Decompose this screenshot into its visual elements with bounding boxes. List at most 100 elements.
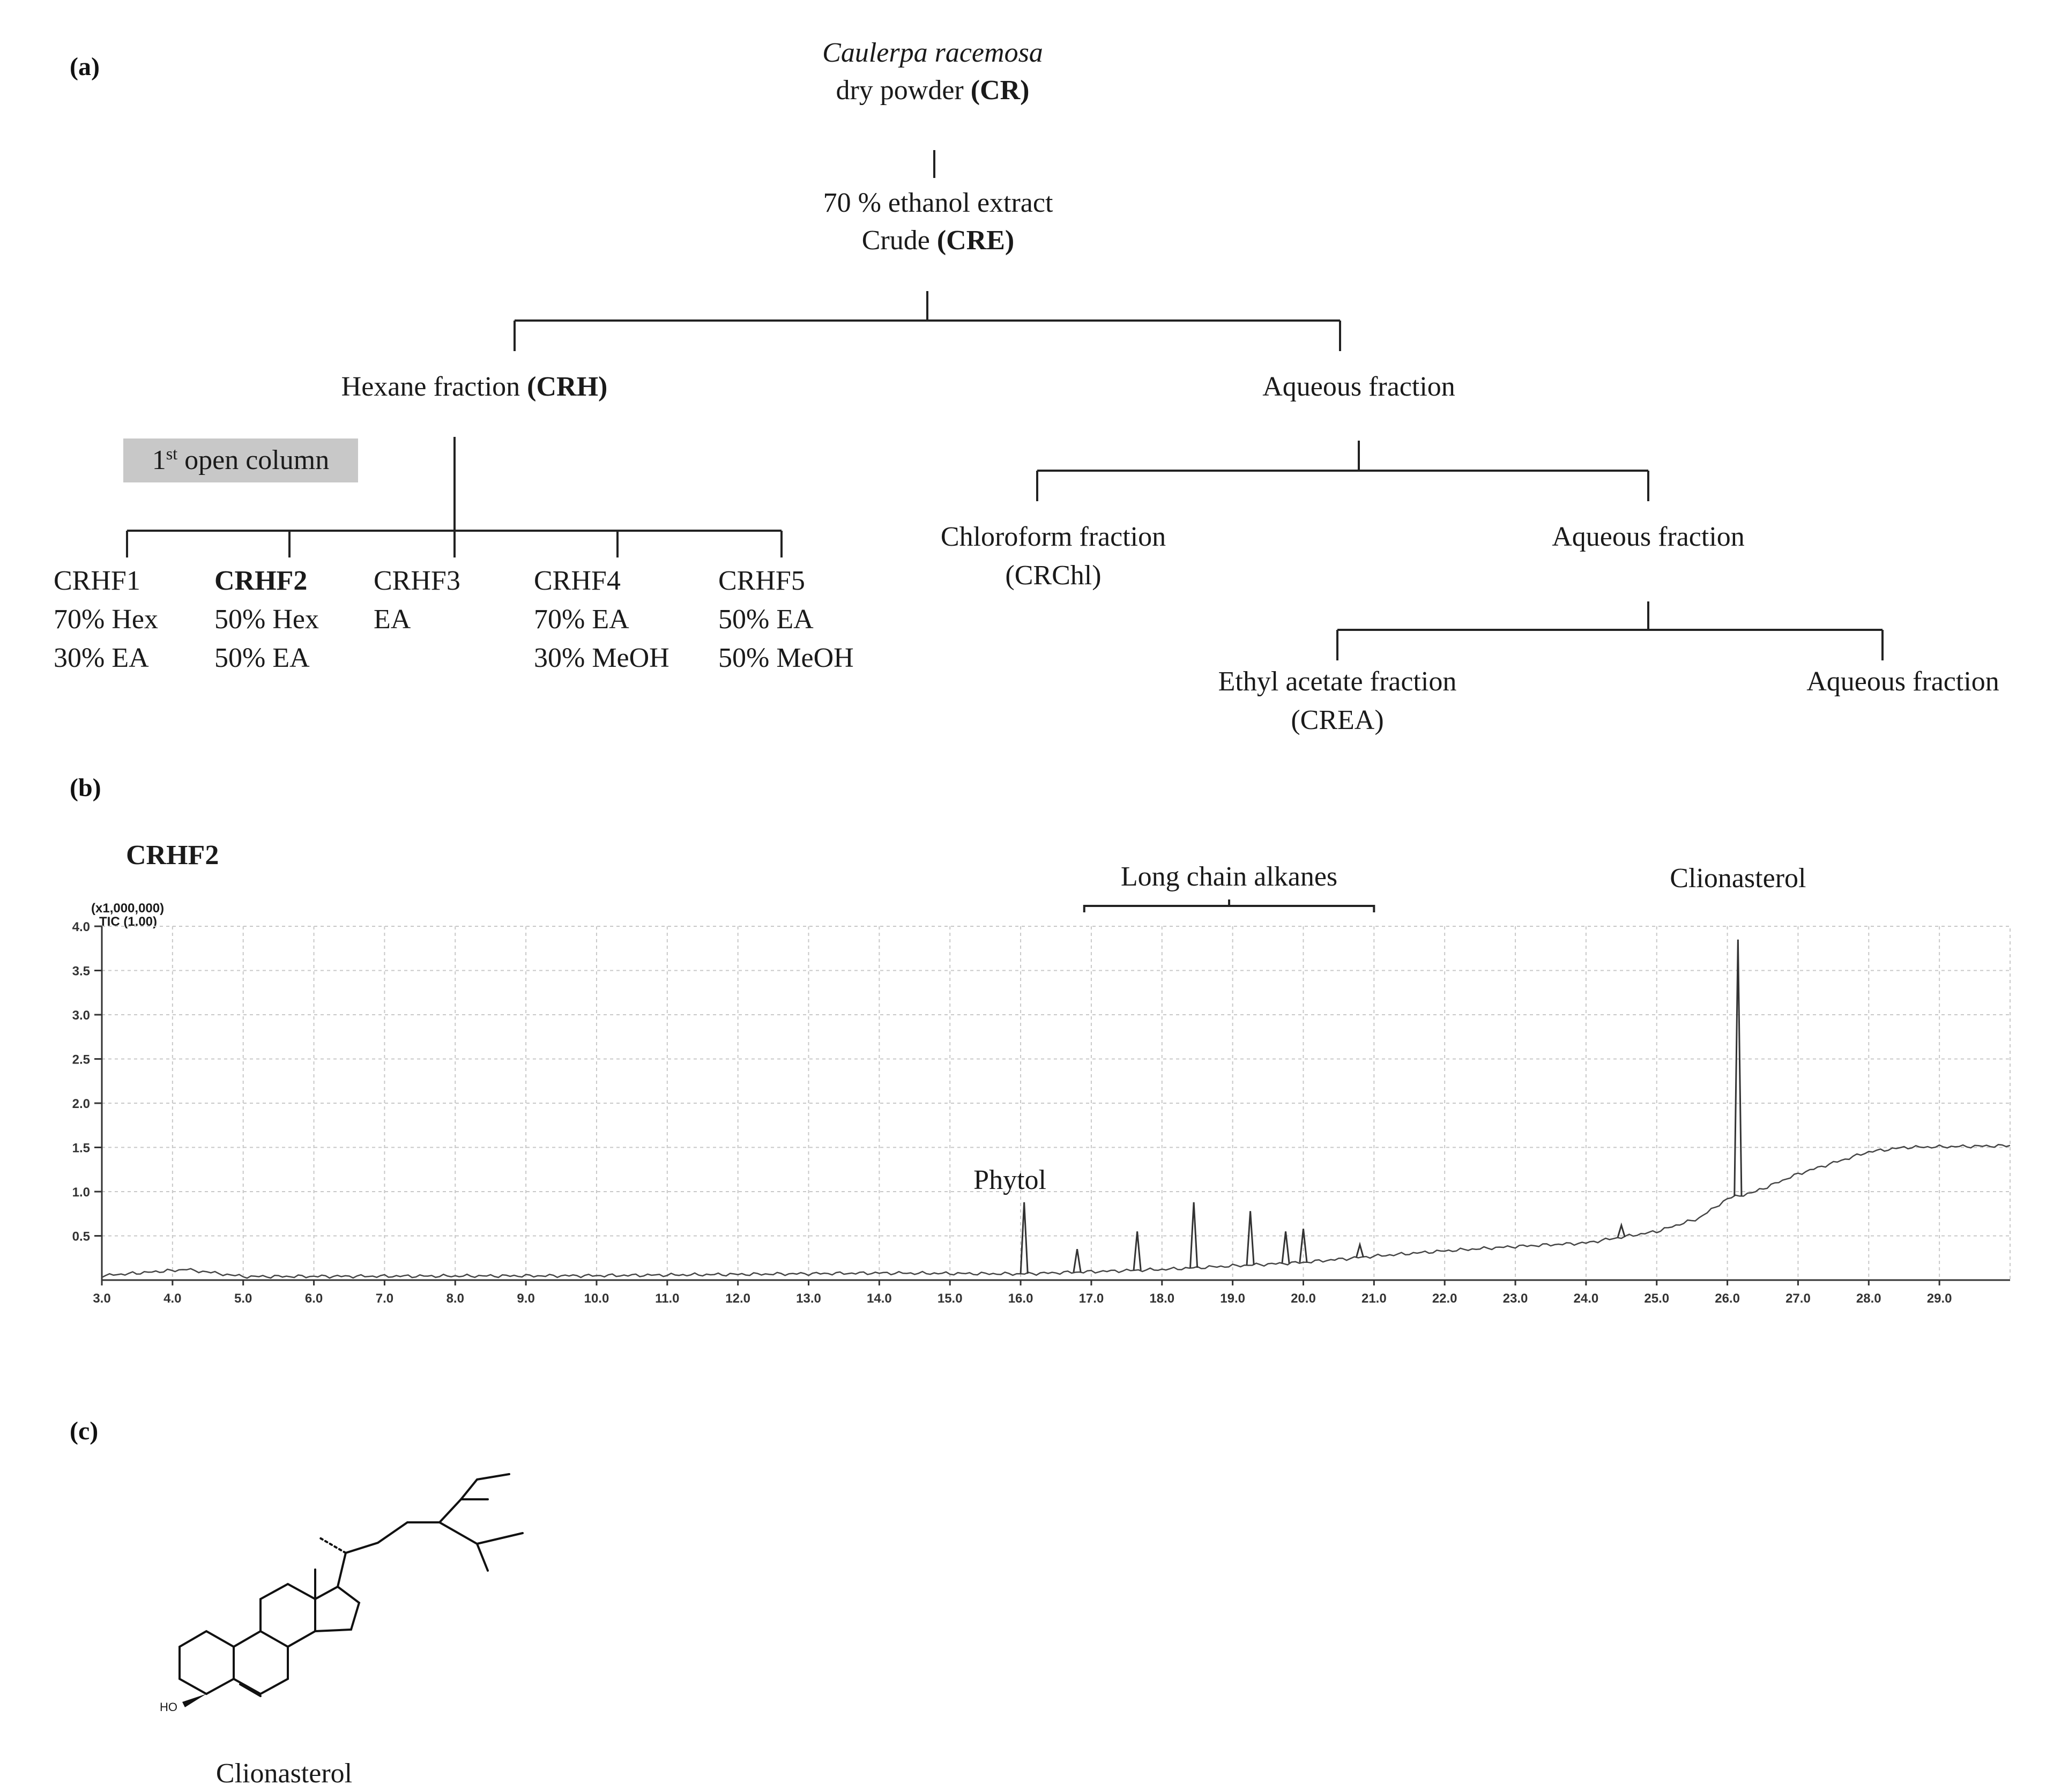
subfraction-solvent-2: 30% EA [54,643,149,673]
chromatogram-peak [1281,1231,1290,1263]
ring-b [233,1630,289,1696]
connector-cre-split [514,291,1341,351]
connector-hexane-subfractions [126,437,783,557]
x-tick-label: 10.0 [584,1291,609,1306]
chart-title: CRHF2 [126,840,219,871]
compound-name: Clionasterol [216,1758,352,1789]
subfraction-name: CRHF2 [214,566,307,596]
subfraction-crhf4: CRHF4 70% EA 30% MeOH [534,566,669,673]
connector-aqueous-split [1036,441,1649,501]
hydroxyl-label: HO [160,1700,177,1714]
y-tick-label: 2.5 [72,1053,90,1067]
open-column-box [123,438,358,482]
subfraction-crhf1: CRHF1 70% Hex 30% EA [54,566,158,673]
y-tick-label: 2.0 [72,1097,90,1111]
ethyl-branch [460,1473,510,1500]
subfraction-name: CRHF5 [718,566,805,596]
annotation-clionasterol: Clionasterol [1670,863,1806,894]
y-multiplier-label: (x1,000,000) [91,901,164,916]
subfraction-solvent-2: 30% MeOH [534,643,669,673]
subfraction-solvent-1: 50% EA [718,604,814,635]
flowchart: Caulerpa racemosa dry powder (CR) 70 % e… [54,38,1999,735]
x-tick-label: 9.0 [517,1291,534,1306]
chromatogram-peak [1133,1231,1142,1270]
wedge-bond [182,1694,206,1707]
source-species: Caulerpa racemosa [822,38,1043,68]
chromatogram-peak [1020,1202,1029,1274]
chromatogram: 3.0 4.0 5.0 6.0 7.0 8.0 9.0 10.0 11.0 12.0 13.0 14.… [72,861,2011,1306]
x-tick-label: 26.0 [1715,1291,1740,1306]
chromatogram-peak [1189,1202,1199,1268]
y-tick-label: 3.0 [72,1008,90,1023]
panel-label-c: (c) [70,1417,98,1445]
annotation-phytol: Phytol [973,1165,1046,1195]
clionasterol-structure: HO [160,1473,524,1714]
y-tick-label: 3.5 [72,964,90,979]
extract-crude: Crude (CRE) [862,225,1015,256]
x-tick-label: 14.0 [867,1291,892,1306]
subfraction-solvent-1: EA [374,604,411,635]
subfraction-name: CRHF3 [374,566,460,596]
chromatogram-peak [1617,1222,1626,1238]
isopropyl [438,1521,524,1572]
y-tick-label: 1.5 [72,1141,90,1156]
y-tick-label: 1.0 [72,1185,90,1200]
double-bond [239,1683,262,1697]
axes: 3.0 4.0 5.0 6.0 7.0 8.0 9.0 10.0 11.0 12.0 13.0 14.… [72,920,2010,1306]
source-label: dry powder (CR) [836,75,1029,106]
alkanes-bracket [1083,899,1375,912]
x-tick-label: 18.0 [1149,1291,1174,1306]
subfraction-crhf2: CRHF2 50% Hex 50% EA [214,566,319,673]
chloroform-fraction: Chloroform fraction [941,522,1166,552]
subfraction-name: CRHF4 [534,566,621,596]
panel-label-b: (b) [70,774,101,802]
subfraction-crhf3: CRHF3 EA [374,566,460,635]
chloroform-code: (CRChl) [1005,560,1101,591]
x-tick-label: 25.0 [1644,1291,1669,1306]
x-tick-label: 28.0 [1856,1291,1881,1306]
open-column-label: 1st open column [152,444,329,475]
chromatogram-peak [1733,939,1743,1196]
x-tick-label: 11.0 [655,1291,679,1306]
x-tick-label: 29.0 [1927,1291,1952,1306]
chromatogram-peak [1246,1211,1255,1266]
trace [101,939,2011,1279]
x-tick-label: 16.0 [1008,1291,1033,1306]
ring-c [259,1582,316,1648]
subfraction-solvent-1: 50% Hex [214,604,319,635]
x-tick-label: 19.0 [1220,1291,1245,1306]
x-tick-label: 15.0 [938,1291,963,1306]
y-tick-label: 0.5 [72,1230,90,1244]
x-tick-label: 5.0 [234,1291,252,1306]
subfraction-solvent-1: 70% EA [534,604,629,635]
panel-label-a: (a) [70,53,100,81]
ethyl-acetate-fraction: Ethyl acetate fraction [1218,666,1457,697]
methyl-c20 [318,1536,347,1554]
x-tick-label: 13.0 [796,1291,821,1306]
extract-label: 70 % ethanol extract [823,188,1053,218]
x-tick-label: 23.0 [1503,1291,1528,1306]
hexane-fraction: Hexane fraction (CRH) [341,371,608,402]
chromatogram-peak [1299,1229,1308,1263]
ethyl-acetate-code: (CREA) [1291,705,1383,735]
x-tick-label: 20.0 [1291,1291,1316,1306]
subfraction-solvent-1: 70% Hex [54,604,158,635]
ring-d [314,1585,361,1632]
x-tick-label: 8.0 [447,1291,464,1306]
x-tick-label: 4.0 [163,1291,181,1306]
subfraction-solvent-2: 50% EA [214,643,310,673]
x-tick-label: 6.0 [305,1291,323,1306]
x-tick-label: 3.0 [93,1291,110,1306]
subfraction-name: CRHF1 [54,566,140,596]
y-tick-label: 4.0 [72,920,90,934]
aqueous-fraction-1: Aqueous fraction [1262,371,1455,402]
chromatogram-peak [1073,1249,1082,1273]
x-tick-label: 27.0 [1785,1291,1811,1306]
chromatogram-peak [1355,1241,1365,1258]
x-tick-label: 7.0 [376,1291,393,1306]
aqueous-fraction-3: Aqueous fraction [1806,666,1999,697]
side-chain [337,1498,489,1588]
subfraction-solvent-2: 50% MeOH [718,643,854,673]
x-tick-label: 21.0 [1361,1291,1387,1306]
